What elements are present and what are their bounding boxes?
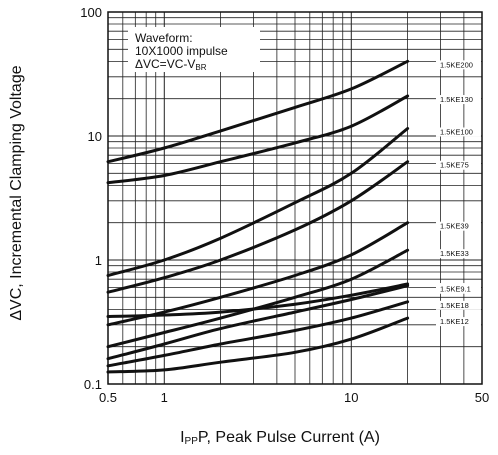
series-label: 1.5KE12: [440, 317, 469, 326]
series-line: [106, 221, 410, 327]
annotation-line-1: Waveform:: [135, 31, 193, 45]
x-axis-title-subscript: PP: [185, 436, 199, 447]
series-labels: 1.5KE200 1.5KE130 1.5KE100 1.5KE75 1.5KE39 1.…: [436, 60, 481, 327]
tick-labels: 0.5 1 10 50 0.1 1 10 100: [80, 5, 489, 405]
annotation-line-3: ΔVC=VC-VBR: [135, 57, 207, 72]
plot-frame: [107, 11, 483, 385]
annotation-line-2: 10X1000 impulse: [135, 44, 228, 58]
grid: [108, 12, 482, 384]
series-label-bg: [436, 160, 481, 170]
series-line: [106, 94, 410, 185]
series-line: [106, 160, 410, 294]
x-axis-title-main: P, Peak Pulse Current (A): [198, 429, 380, 446]
series-label: 1.5KE100: [440, 127, 473, 136]
series-label: 1.5KE9.1: [440, 285, 471, 294]
series-label: 1.5KE130: [440, 95, 473, 104]
series-label: 1.5KE18: [440, 301, 469, 310]
series-label-bg: [436, 127, 481, 137]
x-tick-label: 10: [344, 390, 358, 405]
x-axis-title-symbol: I: [180, 429, 184, 446]
series-label-bg: [436, 300, 481, 310]
series-lines: [106, 59, 410, 374]
series-label-bg: [436, 95, 481, 105]
series-line: [106, 59, 410, 164]
x-axis-title: IPPP, Peak Pulse Current (A): [180, 429, 380, 447]
series-label: 1.5KE33: [440, 249, 469, 258]
series-label: 1.5KE39: [440, 222, 469, 231]
y-tick-label: 100: [80, 5, 102, 20]
y-tick-label: 0.1: [84, 377, 102, 392]
x-tick-label: 0.5: [99, 390, 117, 405]
series-line: [106, 127, 410, 277]
series-label-bg: [436, 60, 481, 70]
series-line: [106, 284, 410, 361]
y-tick-label: 1: [95, 253, 102, 268]
series-line: [106, 282, 410, 318]
series-label-bg: [436, 221, 481, 231]
series-line: [106, 300, 410, 368]
series-label: 1.5KE200: [440, 60, 473, 69]
series-line: [106, 316, 410, 374]
x-tick-label: 1: [161, 390, 168, 405]
series-label: 1.5KE75: [440, 161, 469, 170]
legend-box: [128, 27, 260, 72]
annotation-line-3-sub: BR: [195, 63, 206, 72]
x-tick-label: 50: [475, 390, 489, 405]
series-label-bg: [436, 317, 481, 327]
annotation-line-3-main: ΔVC=VC-V: [135, 57, 195, 71]
y-tick-label: 10: [88, 129, 102, 144]
y-axis-title: ΔVC, Incremental Clamping Voltage: [8, 65, 25, 320]
series-label-bg: [436, 284, 481, 294]
series-label-bg: [436, 249, 481, 259]
